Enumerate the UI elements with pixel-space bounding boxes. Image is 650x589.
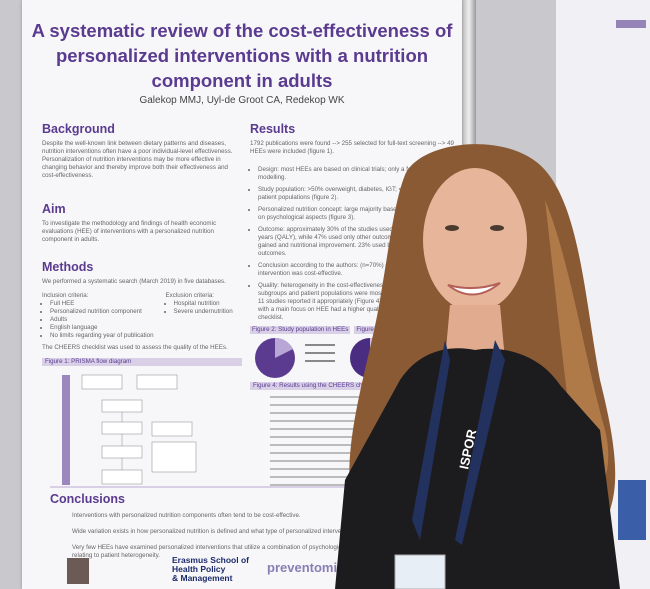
section-heading: Methods [42,260,94,274]
poster-title: component in adults [151,70,333,91]
criterion: English language [50,324,154,332]
logo-line: Erasmus School of [172,555,249,565]
eye [445,225,459,231]
logo-preventomics: preventomics [267,560,352,575]
figure-caption: Figure 4: Results using the CHEERS check… [250,382,455,390]
authors: Galekop MMJ, Uyl-de Groot CA, Redekop WK [139,95,345,106]
poster-title: personalized interventions with a nutrit… [55,45,429,66]
criterion: Severe undernutrition [174,308,233,316]
table-line [270,428,360,430]
neck [445,305,505,360]
criterion: Adults [50,316,154,324]
section-text: To investigate the methodology and findi… [42,220,217,243]
section-text: Despite the well-known link between diet… [42,140,233,179]
flow-box [151,441,197,473]
flow-box [136,374,178,390]
section-heading: Background [42,122,115,136]
conclusion-item: Interventions with personalized nutritio… [72,512,301,519]
figure-caption: Figure 2: Study population in HEEs [250,326,351,334]
result-item: Outcome: approximately 30% of the studie… [258,226,455,258]
flow-sidebar [62,375,70,485]
table-line [270,460,360,462]
cheers-table [270,396,360,486]
result-item: Design: most HEEs are based on clinical … [258,166,455,182]
table-line [270,484,360,486]
face [423,168,527,312]
section-text: We performed a systematic search (March … [42,278,226,285]
table-line [270,468,360,470]
table-line [270,436,360,438]
flow-box [151,421,193,437]
section-heading: Conclusions [50,492,126,506]
poster-block [618,480,646,540]
section-heading: Results [250,122,296,136]
criterion: No limits regarding year of publication [50,332,154,340]
poster-heading [616,20,646,28]
criteria-heading: Exclusion criteria: [165,292,215,299]
lanyard [412,340,450,540]
conclusions: Conclusions Interventions with personali… [50,486,455,560]
inclusion: Inclusion criteria: Full HEE Personalize… [42,292,154,340]
result-item: Conclusion according to the authors: (n=… [258,262,455,278]
table-line [270,404,360,406]
author-photo [67,558,89,584]
criteria-heading: Inclusion criteria: [42,292,89,299]
exclusion: Exclusion criteria: Hospital nutrition S… [166,292,233,340]
result-item: Study population: >50% overweight, diabe… [258,186,455,202]
conclusion-item: Wide variation exists in how personalize… [72,528,401,535]
conclusion-item: Very few HEEs have examined personalized… [72,544,443,559]
left-column: Background Despite the well-known link b… [42,122,242,490]
section-heading: Aim [42,202,66,216]
logo-erasmus: Erasmus School of Health Policy & Manage… [172,556,249,583]
criterion: Personalized nutrition component [50,308,154,316]
criteria: Inclusion criteria: Full HEE Personalize… [42,292,242,340]
poster-title: A systematic review of the cost-effectiv… [31,20,453,41]
result-item: Quality: heterogeneity in the cost-effec… [258,282,455,322]
flow-diagram [62,374,197,485]
legend-line [305,344,335,346]
section-text: The CHEERS checklist was used to assess … [42,344,228,351]
eye [490,225,504,231]
logo-line: Health Policy [172,564,226,574]
smile [447,282,501,296]
section-text: 1792 publications were found --> 255 sel… [250,140,454,155]
lanyard [455,340,505,545]
criterion: Full HEE [50,300,154,308]
badge [394,554,446,589]
table-line [270,420,360,422]
legend-line [305,352,335,354]
table-line [270,412,360,414]
figure-caption: Figure 1: PRISMA flow diagram [42,358,242,366]
poster: A systematic review of the cost-effectiv… [22,0,462,589]
logo-line: & Management [172,573,233,583]
table-line [270,444,360,446]
legend-line [305,360,335,362]
table-line [270,396,360,398]
criterion: Hospital nutrition [174,300,233,308]
result-item: Personalized nutrition concept: large ma… [258,206,455,222]
table-line [270,452,360,454]
flow-box [81,374,123,390]
table-line [270,476,360,478]
pie-slice [275,337,293,358]
